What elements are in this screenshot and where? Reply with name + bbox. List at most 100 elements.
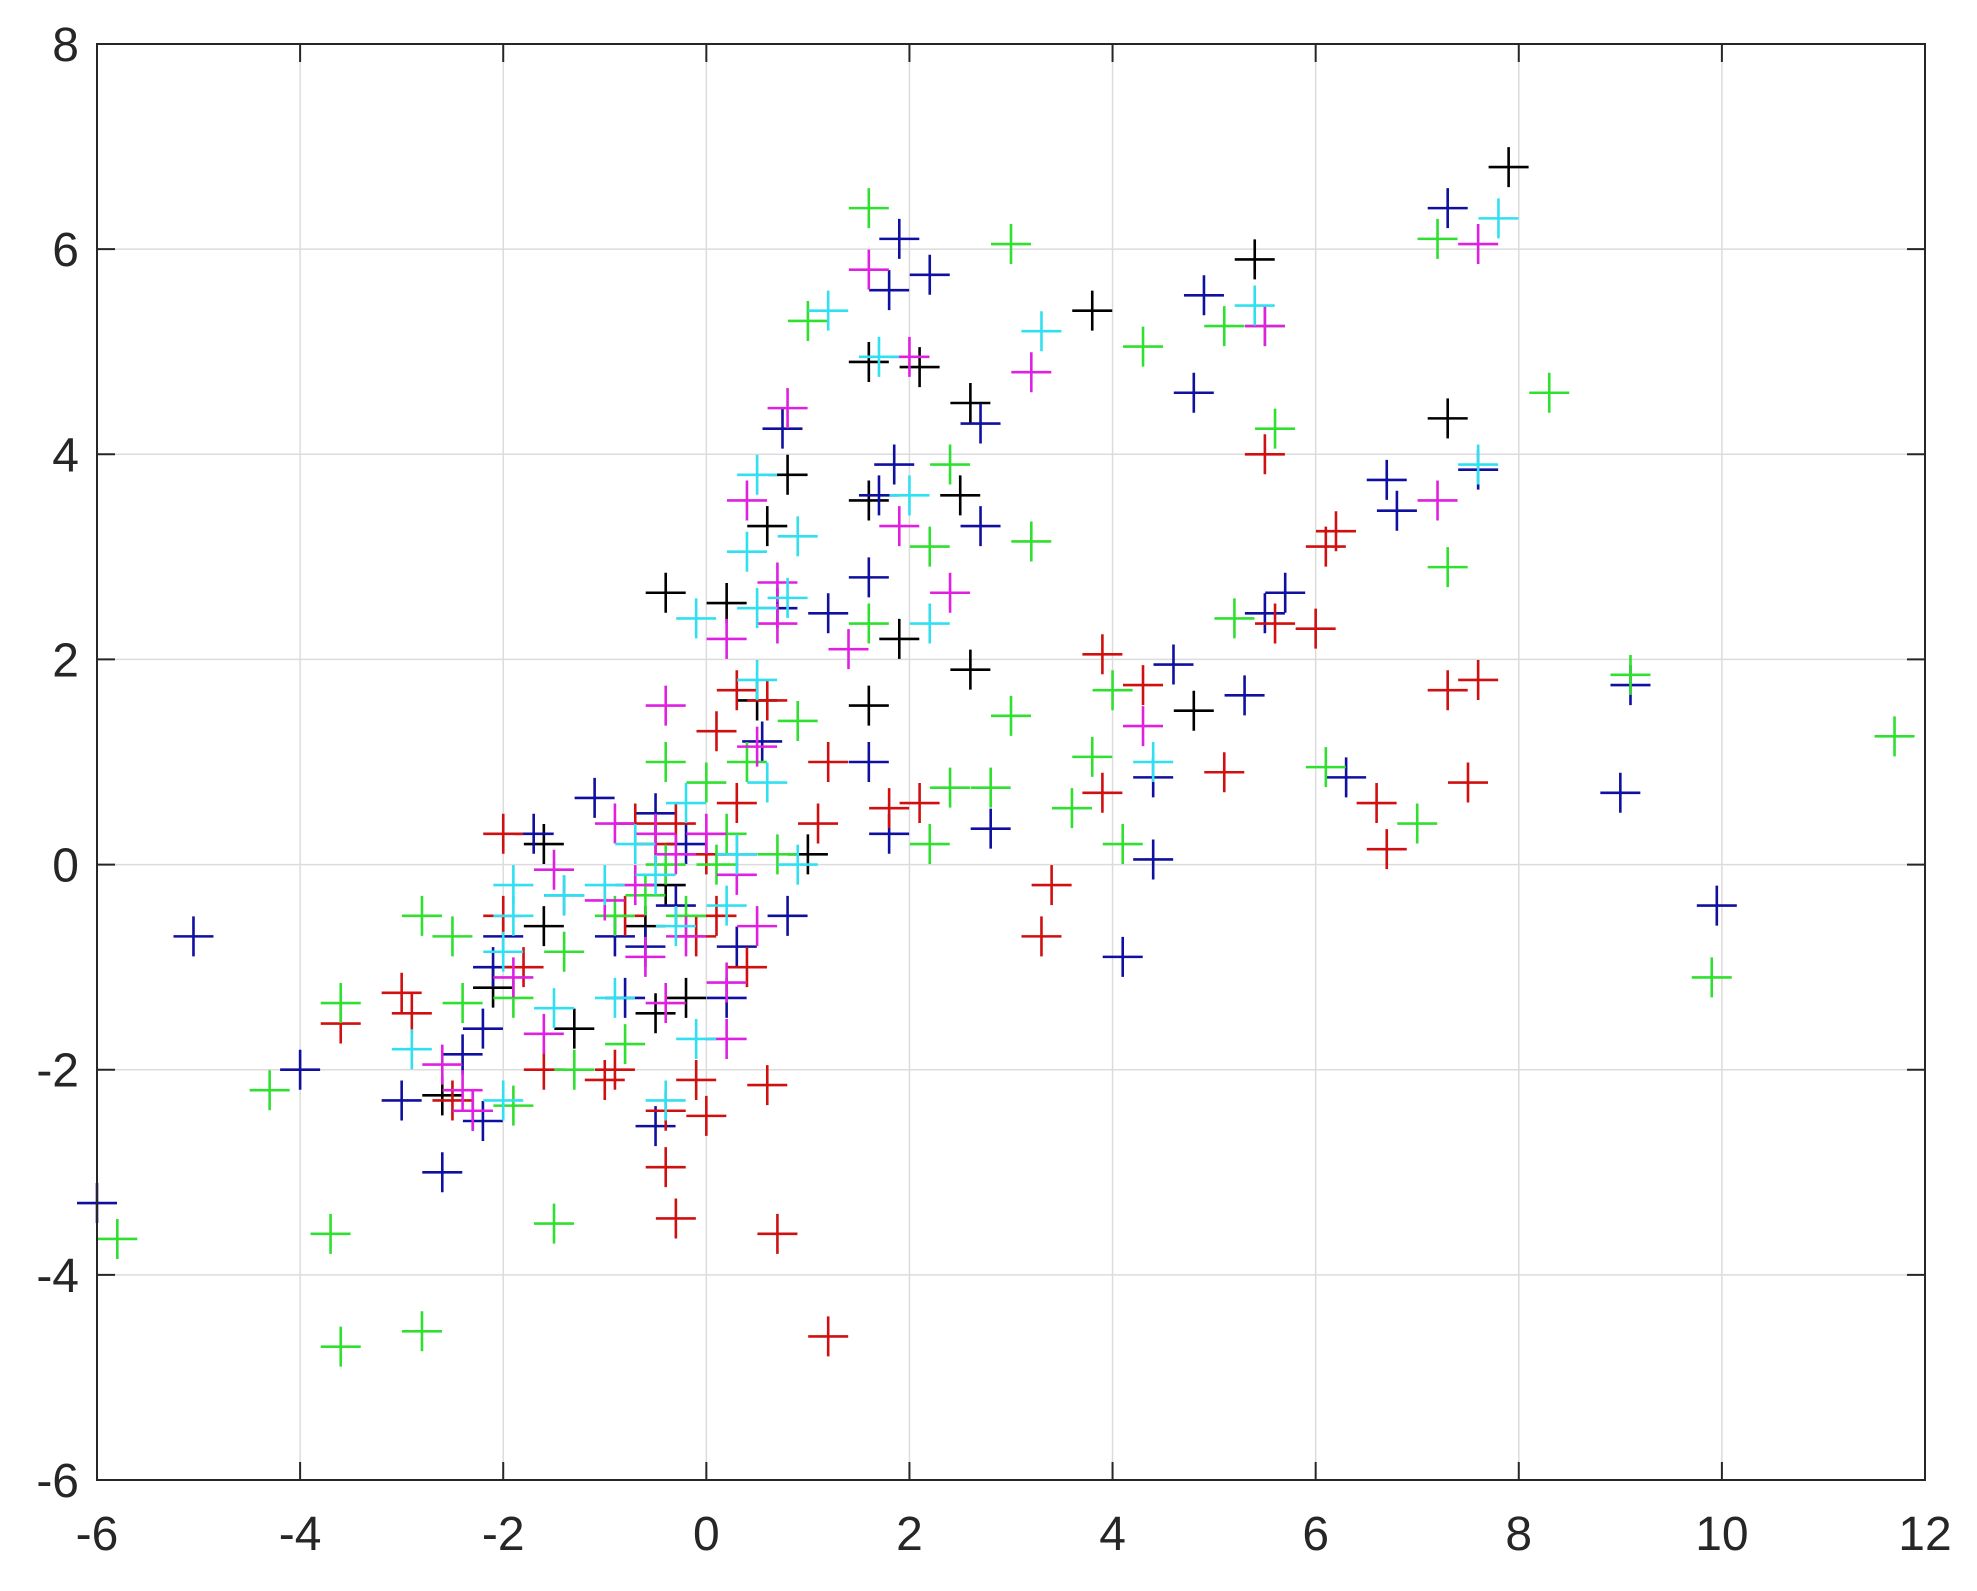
data-point: [635, 1106, 676, 1147]
data-point: [401, 895, 442, 936]
data-point: [1397, 803, 1438, 844]
data-point: [1204, 752, 1245, 793]
data-point: [716, 670, 757, 711]
data-point: [716, 783, 757, 824]
x-tick-label: 10: [1695, 1508, 1748, 1561]
data-point: [615, 824, 656, 865]
data-point: [848, 685, 889, 726]
data-point: [1173, 372, 1214, 413]
data-point: [726, 947, 767, 988]
data-point: [645, 844, 686, 885]
data-point: [462, 1101, 503, 1141]
data-point: [401, 1311, 442, 1352]
data-point: [1204, 306, 1245, 347]
data-point: [757, 834, 798, 875]
x-tick-label: -2: [482, 1508, 525, 1561]
data-point: [1427, 188, 1468, 229]
data-point: [1244, 593, 1285, 634]
data-point: [970, 808, 1011, 849]
data-point: [737, 454, 778, 495]
x-tick-label: 2: [896, 1508, 923, 1561]
data-point: [1082, 634, 1123, 675]
data-point: [1488, 147, 1529, 188]
x-tick-label: 12: [1898, 1508, 1951, 1561]
data-point: [899, 347, 940, 388]
data-point: [462, 1008, 503, 1049]
data-point: [493, 957, 534, 998]
data-point: [798, 803, 839, 844]
data-point: [1031, 865, 1072, 906]
series-green: [97, 188, 1915, 1367]
y-tick-label: 6: [52, 224, 79, 277]
x-tick-label: -4: [279, 1508, 322, 1561]
data-point: [554, 1049, 595, 1090]
data-point: [1123, 665, 1164, 706]
data-point: [280, 1049, 321, 1090]
x-tick-label: -6: [76, 1508, 119, 1561]
data-point: [747, 680, 788, 721]
data-point: [1072, 290, 1113, 331]
data-point: [594, 977, 635, 1018]
data-point: [706, 583, 747, 624]
data-point: [1448, 762, 1488, 803]
data-point: [1255, 603, 1296, 644]
data-point: [1600, 772, 1641, 813]
data-point: [1417, 480, 1458, 521]
series-magenta: [422, 224, 1499, 1131]
data-point: [899, 783, 940, 824]
data-point: [1102, 936, 1143, 977]
data-point: [1366, 829, 1407, 870]
data-point: [889, 475, 930, 516]
data-point: [757, 603, 798, 644]
data-point: [1427, 547, 1468, 588]
data-point: [808, 290, 849, 331]
data-point: [909, 526, 950, 567]
data-point: [655, 1198, 696, 1239]
data-point: [1427, 398, 1468, 439]
data-point: [757, 562, 798, 603]
data-point: [1072, 736, 1113, 777]
data-point: [645, 1080, 686, 1121]
data-point: [1427, 670, 1468, 711]
data-point: [1244, 306, 1285, 347]
y-tick-label: 0: [52, 840, 79, 893]
data-point: [991, 695, 1031, 736]
data-point: [787, 300, 828, 341]
data-point: [625, 875, 666, 916]
data-point: [645, 1147, 686, 1188]
data-point: [483, 931, 524, 972]
data-point: [523, 1013, 564, 1054]
data-point: [950, 383, 991, 423]
data-point: [808, 1316, 849, 1357]
data-point: [960, 506, 1001, 547]
data-point: [645, 685, 686, 726]
data-point: [584, 1059, 625, 1100]
data-point: [726, 742, 767, 782]
data-point: [523, 906, 564, 947]
data-point: [950, 649, 991, 690]
data-point: [1478, 198, 1519, 239]
data-point: [534, 1203, 574, 1244]
data-point: [1874, 716, 1915, 757]
data-point: [777, 516, 818, 557]
data-point: [1011, 521, 1052, 562]
data-point: [594, 803, 635, 844]
data-point: [1356, 783, 1397, 824]
data-point: [848, 557, 889, 598]
data-point: [676, 1018, 717, 1059]
data-point: [310, 1213, 351, 1254]
x-tick-label: 8: [1505, 1508, 1532, 1561]
data-point: [1417, 218, 1458, 259]
data-point: [757, 1213, 798, 1254]
data-point: [249, 1070, 290, 1111]
data-point: [940, 475, 981, 516]
data-point: [909, 603, 950, 644]
data-point: [909, 824, 950, 865]
data-point: [767, 895, 808, 936]
data-point: [432, 1080, 473, 1121]
plot-area-border: [96, 43, 1926, 1481]
data-point: [1173, 690, 1214, 731]
y-tick-label: 4: [52, 429, 79, 482]
